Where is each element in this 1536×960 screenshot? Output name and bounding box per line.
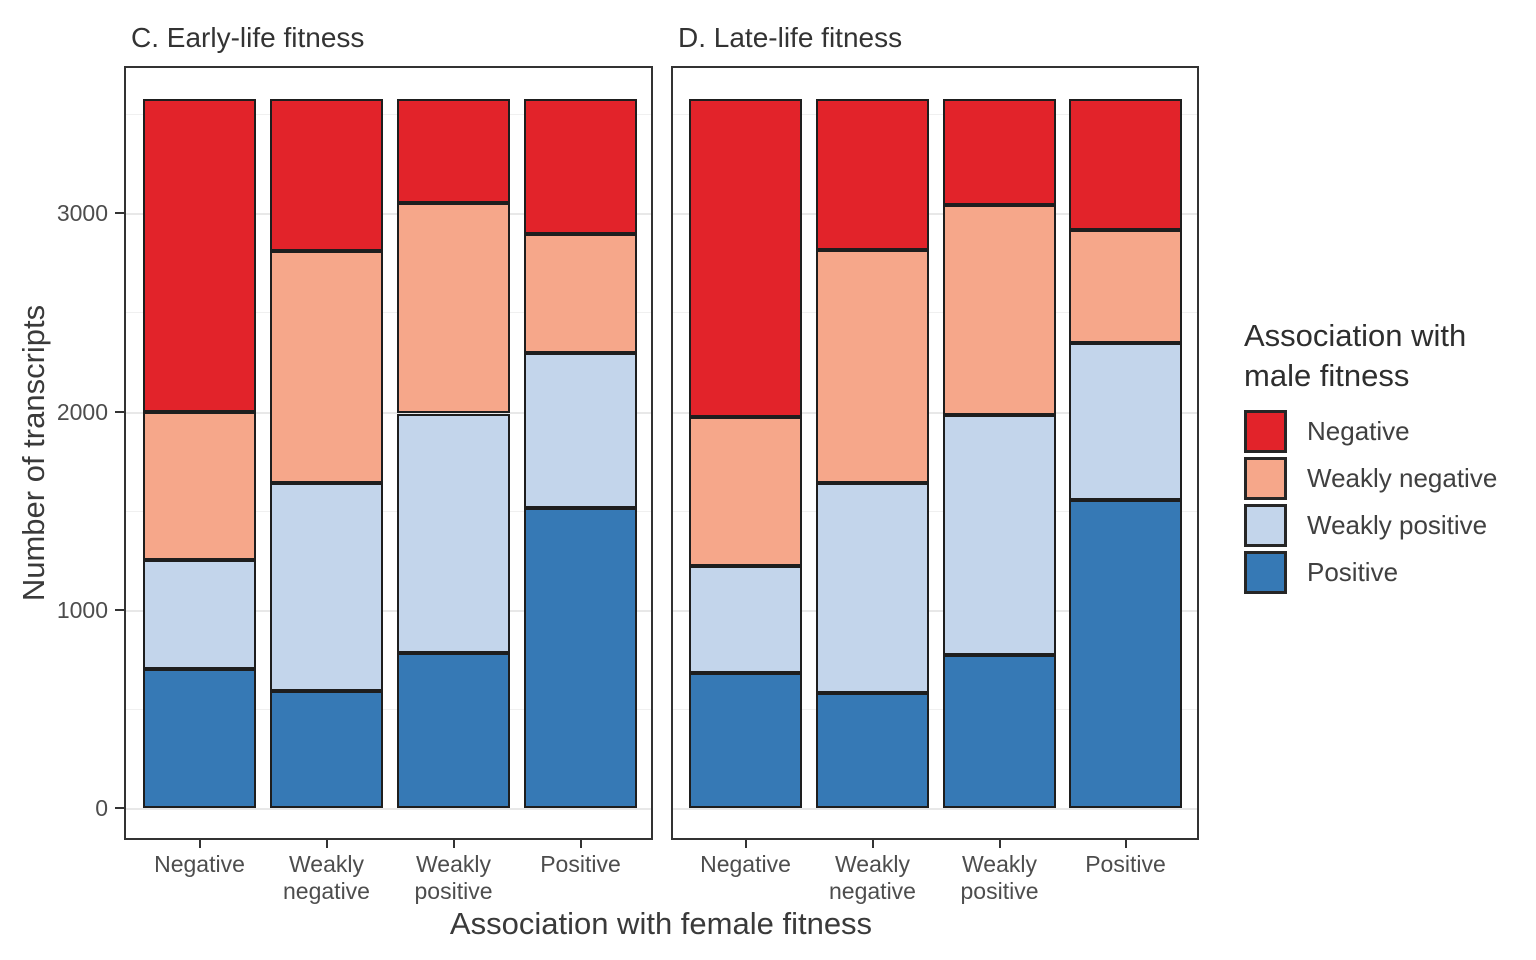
bar-segment-weakly-negative [397, 203, 510, 414]
bar-segment-weakly-negative [943, 205, 1056, 416]
gridline-minor [673, 708, 1197, 710]
x-axis-title: Association with female fitness [449, 906, 873, 941]
legend-item-negative: Negative [1244, 410, 1497, 453]
panel-title-early-life: C. Early-life fitness [131, 22, 365, 53]
legend-item-positive: Positive [1244, 551, 1497, 594]
gridline-major [126, 609, 651, 612]
bar-segment-weakly-positive [1069, 343, 1182, 500]
legend-key-swatch [1244, 410, 1287, 453]
x-tick-mark [452, 840, 455, 848]
bar-segment-negative [270, 99, 383, 251]
gridline-minor [126, 708, 651, 710]
gridline-minor [673, 312, 1197, 314]
y-tick-mark [115, 410, 124, 413]
legend-key-swatch [1244, 457, 1287, 500]
legend-label: Negative [1307, 416, 1410, 446]
y-tick-label-2000: 2000 [56, 398, 108, 425]
panel-early-life-fitness [124, 66, 653, 840]
y-axis-title: Number of transcripts [16, 304, 51, 602]
y-tick-label-3000: 3000 [56, 200, 108, 227]
bar-segment-positive [943, 655, 1056, 808]
bar-segment-weakly-positive [524, 353, 637, 508]
bar-segment-negative [1069, 99, 1182, 231]
panel-title-late-life: D. Late-life fitness [678, 22, 903, 53]
x-tick-mark [579, 840, 582, 848]
bar-segment-positive [397, 653, 510, 808]
bar-segment-negative [689, 99, 802, 418]
bar-segment-weakly-positive [689, 566, 802, 674]
gridline-major [673, 609, 1197, 612]
x-tick-label-weakly-negative: Weakly negative [829, 851, 916, 904]
gridline-minor [126, 312, 651, 314]
gridline-major [673, 213, 1197, 216]
legend-title: Association with male fitness [1244, 318, 1467, 393]
bar-segment-weakly-positive [397, 413, 510, 654]
legend-key-swatch [1244, 551, 1287, 594]
bar-segment-weakly-positive [143, 560, 256, 670]
bar-segment-negative [524, 99, 637, 235]
gridline-major [126, 411, 651, 414]
x-tick-mark [744, 840, 747, 848]
gridline-major [673, 411, 1197, 414]
x-tick-label-weakly-negative: Weakly negative [283, 851, 370, 904]
x-tick-mark [871, 840, 874, 848]
bar-segment-weakly-negative [816, 249, 929, 483]
bar-segment-weakly-positive [943, 415, 1056, 656]
legend: Association with male fitness Negative We… [1244, 316, 1497, 598]
bar-segment-negative [143, 99, 256, 412]
bar-segment-positive [816, 693, 929, 808]
bar-segment-negative [816, 99, 929, 250]
panel-late-life-fitness [671, 66, 1199, 840]
gridline-major [126, 213, 651, 216]
legend-label: Positive [1307, 557, 1399, 587]
bar-segment-positive [143, 669, 256, 808]
legend-label: Weakly negative [1307, 463, 1498, 493]
x-tick-mark [198, 840, 201, 848]
bar-segment-positive [524, 507, 637, 808]
legend-item-weakly-positive: Weakly positive [1244, 504, 1497, 547]
legend-items: Negative Weakly negative Weakly positive Po… [1244, 410, 1497, 594]
gridline-minor [673, 114, 1197, 116]
bar-segment-positive [270, 691, 383, 808]
x-tick-label-negative: Negative [154, 851, 245, 877]
gridline-major [126, 808, 651, 810]
x-tick-mark [1124, 840, 1127, 848]
y-tick-label-1000: 1000 [56, 596, 108, 623]
gridline-major [673, 808, 1197, 810]
y-tick-mark [115, 807, 124, 809]
bar-segment-weakly-negative [143, 411, 256, 561]
bar-segment-weakly-negative [689, 417, 802, 567]
y-tick-mark [115, 212, 124, 215]
bar-segment-positive [1069, 499, 1182, 808]
x-tick-label-weakly-positive: Weakly positive [960, 851, 1039, 904]
bar-segment-weakly-negative [270, 250, 383, 483]
legend-key-swatch [1244, 504, 1287, 547]
x-tick-label-weakly-positive: Weakly positive [414, 851, 493, 904]
y-tick-label-0: 0 [95, 795, 108, 821]
gridline-minor [126, 510, 651, 512]
x-tick-mark [325, 840, 328, 848]
legend-item-weakly-negative: Weakly negative [1244, 457, 1497, 500]
bar-segment-negative [943, 99, 1056, 206]
x-tick-mark [998, 840, 1001, 848]
x-tick-label-positive: Positive [540, 851, 621, 877]
bar-segment-weakly-positive [270, 482, 383, 692]
gridline-minor [126, 114, 651, 116]
bar-segment-negative [397, 99, 510, 204]
bar-segment-weakly-negative [1069, 230, 1182, 344]
gridline-minor [673, 510, 1197, 512]
x-tick-label-negative: Negative [700, 851, 791, 877]
bar-segment-weakly-negative [524, 234, 637, 354]
bar-segment-positive [689, 673, 802, 808]
bar-segment-weakly-positive [816, 482, 929, 693]
y-tick-mark [115, 608, 124, 611]
legend-label: Weakly positive [1307, 510, 1488, 540]
x-tick-label-positive: Positive [1085, 851, 1166, 877]
